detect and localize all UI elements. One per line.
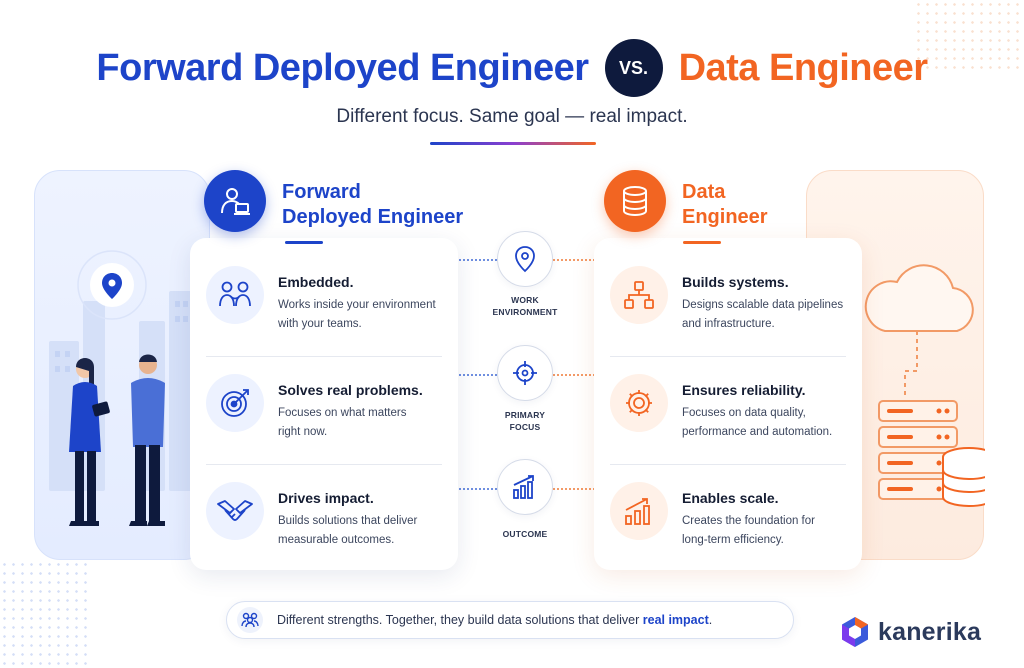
item-desc-line: and infrastructure. (682, 318, 775, 330)
item-desc-line: Focuses on data quality, (682, 407, 806, 419)
connector-line (459, 488, 497, 490)
item-title: Embedded. (278, 274, 354, 290)
gear-icon (610, 374, 668, 432)
de-item-builds: Builds systems. Designs scalable data pi… (610, 266, 850, 346)
brand-logo: kanerika (840, 616, 981, 648)
item-desc-line: performance and automation. (682, 426, 833, 438)
item-title: Drives impact. (278, 490, 374, 506)
fde-title-line: Forward (282, 181, 361, 203)
divider (610, 356, 846, 357)
connector-line (553, 488, 595, 490)
location-pin-icon (497, 231, 553, 287)
item-title: Solves real problems. (278, 382, 423, 398)
item-desc-line: with your teams. (278, 318, 362, 330)
fde-item-solves: Solves real problems. Focuses on what ma… (206, 374, 446, 454)
crosshair-icon (497, 345, 553, 401)
item-desc-line: measurable outcomes. (278, 534, 395, 546)
team-icon (237, 607, 263, 633)
title-row: Forward Deployed Engineer VS. Data Engin… (0, 38, 1024, 98)
item-desc-line: long-term efficiency. (682, 534, 784, 546)
connector-line (459, 259, 497, 261)
fde-card: Embedded. Works inside your environment … (190, 238, 458, 570)
footer-banner: Different strengths. Together, they buil… (226, 601, 794, 639)
divider (610, 464, 846, 465)
de-item-ensures: Ensures reliability. Focuses on data qua… (610, 374, 850, 454)
mid-label-line: OUTCOME (502, 529, 548, 539)
item-desc-line: Creates the foundation for (682, 515, 815, 527)
divider (206, 356, 442, 357)
footer-period: . (708, 613, 713, 627)
item-title: Enables scale. (682, 490, 779, 506)
title-left: Forward Deployed Engineer (96, 46, 589, 89)
fde-title-line: Deployed Engineer (282, 206, 464, 228)
fde-item-embedded: Embedded. Works inside your environment … (206, 266, 446, 346)
target-icon (206, 374, 264, 432)
database-icon (604, 170, 666, 232)
de-item-enables: Enables scale. Creates the foundation fo… (610, 482, 850, 562)
fde-heading: Forward Deployed Engineer (204, 170, 463, 244)
fde-illustration (34, 170, 210, 560)
divider (206, 464, 442, 465)
item-title: Builds systems. (682, 274, 789, 290)
item-desc-line: Works inside your environment (278, 299, 436, 311)
connector-line (553, 259, 595, 261)
bar-chart-icon (497, 459, 553, 515)
growth-chart-icon (610, 482, 668, 540)
decorative-dots (914, 0, 1024, 70)
item-desc-line: right now. (278, 426, 328, 438)
mid-label-line: ENVIRONMENT (492, 307, 558, 317)
footer-text: Different strengths. Together, they buil… (277, 613, 712, 627)
engineer-at-laptop-icon (204, 170, 266, 232)
title-right: Data Engineer (678, 46, 929, 89)
vs-badge: VS. (604, 39, 663, 97)
people-city-illustration (49, 250, 193, 526)
mid-label-primary-focus: PRIMARY FOCUS (470, 409, 580, 433)
de-card: Builds systems. Designs scalable data pi… (594, 238, 862, 570)
subtitle: Different focus. Same goal — real impact… (336, 106, 688, 127)
fde-heading-rule (285, 241, 323, 244)
cloud-server-illustration (864, 264, 996, 507)
item-desc-line: Focuses on what matters (278, 407, 407, 419)
mid-label-work-environment: WORK ENVIRONMENT (470, 294, 580, 318)
kanerika-logo-icon (842, 617, 868, 647)
de-heading-rule (683, 241, 721, 244)
connector-line (459, 374, 497, 376)
footer-emphasis: real impact (642, 613, 709, 627)
decorative-dots (0, 560, 90, 668)
title-underline (430, 142, 596, 145)
connector-line (553, 374, 595, 376)
hierarchy-icon (610, 266, 668, 324)
de-title-line: Data (682, 181, 726, 203)
mid-label-line: WORK (511, 295, 539, 305)
brand-name: kanerika (878, 617, 982, 646)
mid-label-outcome: OUTCOME (470, 528, 580, 540)
mid-label-line: PRIMARY (504, 410, 546, 420)
footer-text-main: Different strengths. Together, they buil… (277, 613, 643, 627)
fde-item-drives: Drives impact. Builds solutions that del… (206, 482, 446, 562)
de-title-line: Engineer (682, 206, 768, 228)
handshake-icon (206, 482, 264, 540)
mid-label-line: FOCUS (509, 422, 541, 432)
item-title: Ensures reliability. (682, 382, 806, 398)
team-icon (206, 266, 264, 324)
item-desc-line: Builds solutions that deliver (278, 515, 418, 527)
de-heading: Data Engineer (604, 170, 768, 244)
item-desc-line: Designs scalable data pipelines (682, 299, 844, 311)
